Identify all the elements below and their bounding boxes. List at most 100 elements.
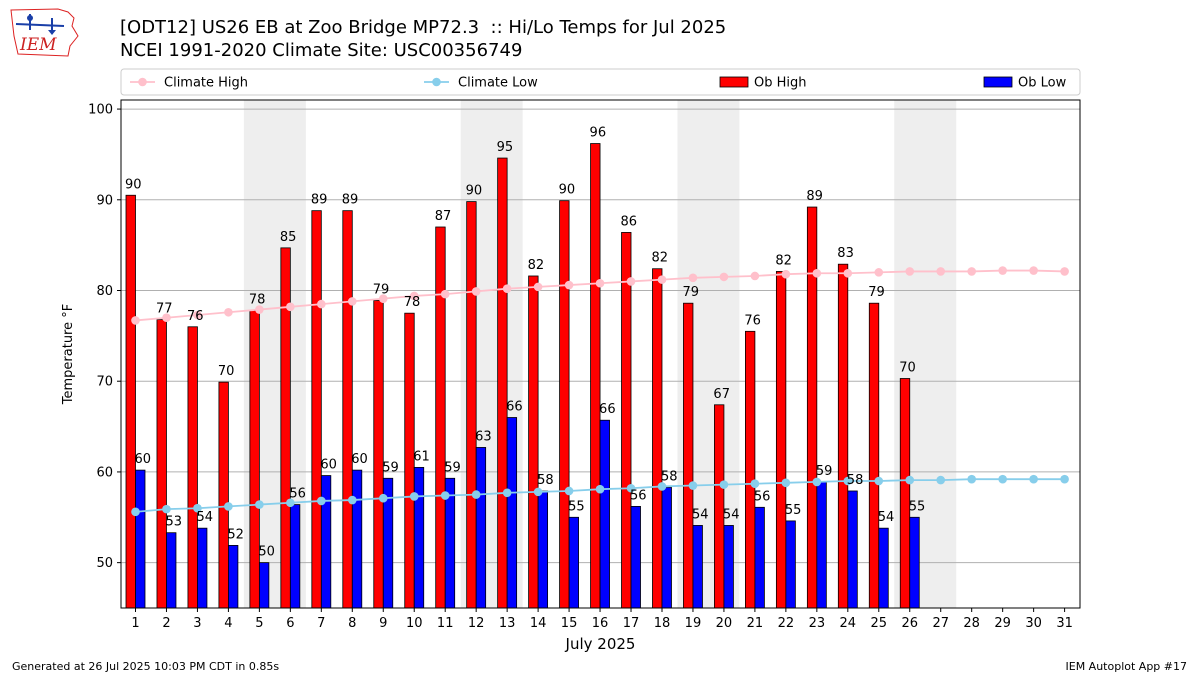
climate-low-point-28 [967, 474, 976, 484]
climate-low-point-20 [719, 480, 729, 489]
climate-low-point-17 [626, 483, 636, 493]
x-tick-label: 17 [623, 616, 640, 631]
x-tick-label: 6 [286, 616, 294, 631]
climate-high-point-19 [688, 273, 698, 283]
climate-low-point-3 [193, 503, 202, 513]
x-tick-label: 16 [592, 616, 609, 631]
ob-high-bar-4 [218, 381, 229, 609]
legend-ob-high-label: Ob High [754, 76, 807, 91]
ob-low-label-10: 61 [413, 449, 430, 464]
climate-high-point-6 [286, 302, 295, 312]
ob-low-label-22: 55 [785, 503, 802, 518]
x-tick-label: 7 [317, 616, 325, 631]
ob-low-bar-7 [320, 475, 332, 609]
ob-high-bar-26 [899, 378, 911, 609]
climate-high-point-12 [471, 287, 481, 296]
ob-high-label-7: 89 [311, 193, 328, 208]
ob-high-bar-14 [528, 275, 539, 609]
climate-low-point-25 [874, 476, 884, 486]
climate-low-point-24 [843, 476, 853, 486]
climate-low-point-12 [471, 490, 481, 499]
ob-low-label-2: 53 [165, 515, 182, 530]
climate-high-point-4 [224, 307, 233, 317]
y-tick-label: 70 [96, 375, 113, 390]
ob-low-label-18: 58 [661, 469, 678, 484]
legend-climate-low-label: Climate Low [458, 76, 538, 91]
climate-low-point-4 [224, 502, 233, 511]
ob-low-label-21: 56 [754, 489, 771, 504]
ob-high-label-11: 87 [435, 209, 452, 224]
ob-high-bar-20 [714, 404, 725, 609]
climate-low-point-11 [440, 491, 450, 500]
iem-logo: IEM [10, 8, 79, 57]
iowa-state-logo-icon [10, 8, 79, 57]
ob-high-label-23: 89 [806, 189, 823, 204]
x-tick-label: 23 [809, 616, 826, 631]
x-tick-label: 29 [994, 616, 1011, 631]
ob-low-bar-12 [475, 447, 487, 609]
ob-low-bar-8 [351, 469, 363, 609]
y-tick-label: 50 [96, 556, 113, 571]
ob-low-bar-21 [754, 506, 765, 609]
ob-high-label-2: 77 [156, 302, 173, 317]
ob-high-bar-6 [280, 247, 291, 609]
ob-low-label-24: 58 [847, 473, 864, 488]
climate-high-point-31 [1060, 267, 1069, 276]
climate-high-point-14 [533, 282, 543, 292]
climate-low-point-2 [162, 504, 171, 514]
generated-timestamp: Generated at 26 Jul 2025 10:03 PM CDT in… [12, 660, 280, 673]
y-tick-label: 90 [96, 193, 113, 208]
ob-low-bar-5 [258, 562, 270, 609]
climate-high-point-2 [162, 313, 171, 323]
ob-high-bar-17 [621, 232, 632, 609]
legend-climate-low-marker [432, 77, 441, 87]
x-tick-label: 2 [162, 616, 170, 631]
ob-high-label-1: 90 [125, 177, 142, 192]
legend[interactable]: Climate High Climate Low Ob High Ob Low [120, 68, 1081, 96]
ob-low-label-6: 56 [289, 487, 306, 502]
ob-low-label-25: 54 [878, 510, 895, 525]
ob-low-label-19: 54 [692, 507, 709, 522]
ob-low-label-16: 66 [599, 402, 616, 417]
x-tick-label: 14 [530, 616, 547, 631]
ob-low-label-23: 59 [816, 464, 833, 479]
climate-high-point-1 [131, 316, 140, 325]
climate-high-point-26 [905, 267, 915, 276]
climate-low-point-27 [936, 475, 946, 485]
climate-lines [131, 266, 1069, 517]
ob-low-label-9: 59 [382, 460, 399, 475]
ob-high-bar-9 [373, 300, 384, 609]
x-tick-label: 30 [1025, 616, 1042, 631]
climate-high-point-5 [255, 305, 264, 314]
climate-high-point-29 [998, 266, 1007, 275]
ob-high-label-26: 70 [899, 360, 916, 375]
climate-low-point-8 [347, 495, 357, 505]
app-credit: IEM Autoplot App #17 [1065, 660, 1188, 673]
legend-ob-high-swatch [719, 76, 749, 88]
x-tick-label: 4 [224, 616, 232, 631]
x-tick-label: 18 [654, 616, 671, 631]
ob-high-bar-15 [559, 200, 570, 609]
ob-low-label-15: 55 [568, 499, 585, 514]
x-tick-label: 21 [747, 616, 764, 631]
x-tick-label: 3 [193, 616, 201, 631]
ob-high-bar-22 [775, 271, 787, 609]
ob-low-bar-13 [506, 417, 518, 609]
ob-low-bar-6 [289, 504, 301, 609]
ob-high-label-5: 78 [249, 292, 266, 307]
ob-high-bar-11 [435, 226, 446, 609]
y-tick-label: 80 [96, 284, 113, 299]
ob-high-label-9: 79 [373, 282, 390, 297]
climate-low-point-6 [286, 498, 295, 508]
ob-low-bar-1 [135, 469, 146, 609]
ob-low-label-4: 52 [227, 527, 244, 542]
climate-high-point-15 [564, 280, 574, 290]
ob-high-label-16: 96 [590, 126, 607, 141]
climate-high-point-3 [193, 310, 202, 320]
ob-high-bar-25 [868, 302, 880, 609]
legend-box [120, 68, 1081, 96]
ob-low-bar-19 [692, 525, 703, 609]
ob-low-label-12: 63 [475, 429, 492, 444]
climate-low-point-5 [255, 500, 264, 509]
climate-low-point-23 [812, 477, 822, 487]
